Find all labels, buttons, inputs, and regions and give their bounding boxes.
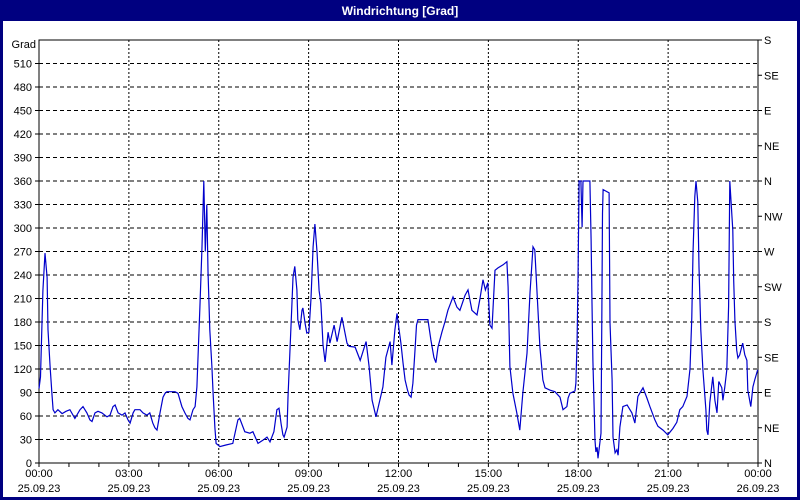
y-right-tick-label: S <box>764 317 771 329</box>
y-left-tick-label: 60 <box>20 411 32 423</box>
chart-canvas: 0 30 60 90 120 150 180 210 240 270 300 330 360 390 420… <box>12 35 783 495</box>
y-left-tick-label: 90 <box>20 388 32 400</box>
x-date-label: 25.09.23 <box>107 483 150 495</box>
x-time-label: 15:00 <box>475 468 503 480</box>
y-axis-left: 0 30 60 90 120 150 180 210 240 270 300 330 360 390 420… <box>12 39 39 470</box>
y-left-tick-label: 360 <box>14 176 32 188</box>
wind-direction-line <box>38 180 759 459</box>
x-date-label: 25.09.23 <box>467 483 510 495</box>
window-content: 0 30 60 90 120 150 180 210 240 270 300 330 360 390 420… <box>3 21 797 497</box>
x-time-label: 00:00 <box>744 468 772 480</box>
y-right-tick-label: SW <box>764 282 782 294</box>
gridlines <box>39 40 758 463</box>
x-date-label: 25.09.23 <box>557 483 600 495</box>
x-axis-labels: 00:00 25.09.23 03:00 25.09.23 06:00 25.09.23 0… <box>18 468 780 495</box>
y-left-tick-label: 240 <box>14 270 32 282</box>
y-right-tick-label: S <box>764 35 771 47</box>
x-time-label: 03:00 <box>115 468 143 480</box>
y-left-tick-label: 480 <box>14 82 32 94</box>
x-date-label: 25.09.23 <box>377 483 420 495</box>
y-left-tick-label: 510 <box>14 59 32 71</box>
x-date-label: 25.09.23 <box>647 483 690 495</box>
y-left-tick-label: 180 <box>14 317 32 329</box>
y-left-tick-label: 120 <box>14 364 32 376</box>
y-right-tick-label: E <box>764 388 771 400</box>
x-date-label: 26.09.23 <box>737 483 780 495</box>
x-time-label: 18:00 <box>564 468 592 480</box>
window-title: Windrichtung [Grad] <box>341 3 459 18</box>
x-time-label: 00:00 <box>25 468 53 480</box>
x-time-label: 06:00 <box>205 468 233 480</box>
y-right-tick-label: N <box>764 458 772 470</box>
y-left-tick-label: 0 <box>26 458 32 470</box>
y-left-tick-label: 300 <box>14 223 32 235</box>
y-right-tick-label: NE <box>764 423 779 435</box>
y-left-tick-label: 30 <box>20 435 32 447</box>
x-date-label: 25.09.23 <box>197 483 240 495</box>
x-time-label: 09:00 <box>295 468 323 480</box>
x-date-label: 25.09.23 <box>287 483 330 495</box>
y-right-tick-label: E <box>764 106 771 118</box>
y-left-axis-title: Grad <box>12 39 36 51</box>
y-left-tick-label: 270 <box>14 247 32 259</box>
y-axis-right: N NE E SE S SW W NW N NE E SE S <box>758 35 783 470</box>
x-time-label: 21:00 <box>654 468 682 480</box>
y-left-tick-label: 420 <box>14 129 32 141</box>
y-right-tick-label: SE <box>764 70 779 82</box>
x-time-label: 12:00 <box>385 468 413 480</box>
x-axis-ticks <box>38 463 759 467</box>
wind-direction-chart: 0 30 60 90 120 150 180 210 240 270 300 330 360 390 420… <box>3 21 797 497</box>
y-right-tick-label: NW <box>764 211 783 223</box>
y-right-tick-label: SE <box>764 352 779 364</box>
y-right-tick-label: NE <box>764 141 779 153</box>
y-left-tick-label: 210 <box>14 294 32 306</box>
y-left-tick-label: 450 <box>14 106 32 118</box>
x-date-label: 25.09.23 <box>18 483 61 495</box>
y-left-tick-label: 150 <box>14 341 32 353</box>
title-bar: Windrichtung [Grad] <box>0 0 800 21</box>
y-left-tick-label: 330 <box>14 200 32 212</box>
y-right-tick-label: W <box>764 247 775 259</box>
y-right-tick-label: N <box>764 176 772 188</box>
y-left-tick-label: 390 <box>14 153 32 165</box>
